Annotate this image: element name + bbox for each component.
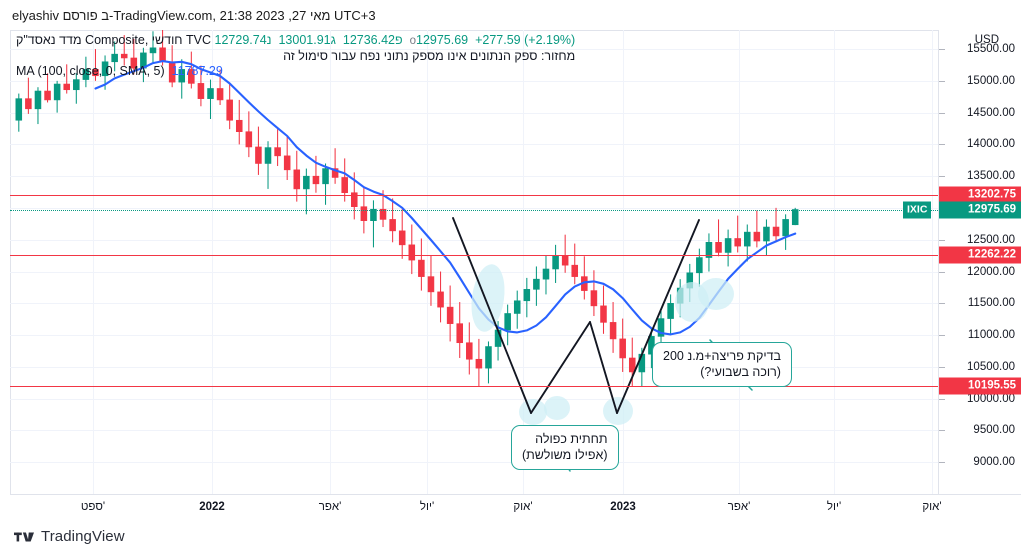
time-tick-label: אפר': [318, 501, 342, 513]
moving-average-line: [94, 60, 797, 336]
price-tick-label: 15000.00: [967, 74, 1015, 87]
price-tick-mark: [939, 303, 945, 304]
last-price-symbol-badge[interactable]: IXIC: [903, 201, 932, 219]
price-tick-label: 12000.00: [967, 265, 1015, 278]
price-tick-label: 12500.00: [967, 233, 1015, 246]
price-level-line-12262.22[interactable]: [10, 254, 938, 256]
price-tick-label: 14000.00: [967, 138, 1015, 151]
price-tick-mark: [939, 240, 945, 241]
price-tick-mark: [939, 113, 945, 114]
price-tick-mark: [939, 430, 945, 431]
price-tick-label: 15500.00: [967, 43, 1015, 56]
price-tick-mark: [939, 367, 945, 368]
price-tick-label: 11500.00: [967, 297, 1015, 310]
price-level-line-13202.75[interactable]: [10, 195, 938, 197]
price-tick-mark: [939, 49, 945, 50]
time-tick-label: יול': [826, 501, 842, 513]
price-tick-label: 9000.00: [973, 456, 1015, 469]
price-tick-mark: [939, 176, 945, 177]
annotation-breakout-test[interactable]: בדיקת פריצה+מ.נ 200 (רוכה בשבועי?): [652, 342, 792, 387]
price-level-line-12975.69[interactable]: [10, 209, 938, 211]
tradingview-logo[interactable]: TradingView: [14, 528, 125, 545]
candle-series: [15, 30, 799, 387]
annotation-line-2: (רוכה בשבועי?): [700, 365, 781, 379]
price-tick-mark: [939, 144, 945, 145]
price-badge-resistance[interactable]: 12262.22: [939, 246, 1021, 264]
price-level-line-10195.55[interactable]: [10, 386, 938, 388]
time-tick-label: 2023: [610, 501, 636, 513]
price-tick-label: 10500.00: [967, 360, 1015, 373]
price-tick-mark: [939, 399, 945, 400]
price-tick-mark: [939, 462, 945, 463]
price-tick-label: 14500.00: [967, 106, 1015, 119]
price-tick-label: 10000.00: [967, 392, 1015, 405]
price-tick-label: 13500.00: [967, 170, 1015, 183]
annotation-line-1: תחתית כפולה: [535, 432, 608, 446]
chart-frame: [10, 30, 1010, 494]
chart-canvas: [10, 30, 938, 494]
time-tick-label: ספט': [80, 501, 106, 513]
price-axis-currency: USD: [974, 34, 999, 46]
price-tick-label: 11000.00: [967, 329, 1015, 342]
price-badge-last-price[interactable]: 12975.69: [939, 201, 1021, 219]
annotation-line-2: (אפילו משולשת): [522, 448, 608, 462]
price-badge-resistance[interactable]: 13202.75: [939, 186, 1021, 204]
price-badge-support[interactable]: 10195.55: [939, 377, 1021, 395]
page-caption: elyashiv ב פורסם-TradingView.com, 21:38 …: [12, 8, 376, 23]
trend-lines: [452, 217, 700, 414]
time-tick-label: 2022: [199, 501, 225, 513]
time-tick-label: אוק': [922, 501, 942, 513]
price-tick-mark: [939, 81, 945, 82]
time-tick-label: אפר': [727, 501, 751, 513]
price-tick-label: 9500.00: [973, 424, 1015, 437]
price-tick-mark: [939, 272, 945, 273]
time-tick-label: אוק': [513, 501, 533, 513]
time-axis[interactable]: ספט' 2022 אפר' יול' אוק' 2023 אפר' יול' אוק': [10, 494, 1021, 520]
time-tick-label: יול': [419, 501, 435, 513]
price-axis[interactable]: USD 15500.00 15000.00 14500.00 14000.00 1350…: [938, 30, 1021, 494]
grid-lines: [10, 30, 938, 494]
price-tick-mark: [939, 335, 945, 336]
tradingview-mark-icon: [14, 532, 34, 541]
chart-plot-area[interactable]: [10, 30, 938, 494]
tradingview-wordmark: TradingView: [41, 528, 125, 545]
annotation-double-bottom[interactable]: תחתית כפולה (אפילו משולשת): [511, 425, 619, 470]
annotation-line-1: בדיקת פריצה+מ.נ 200: [663, 349, 781, 363]
highlight-ellipses: [471, 264, 734, 425]
